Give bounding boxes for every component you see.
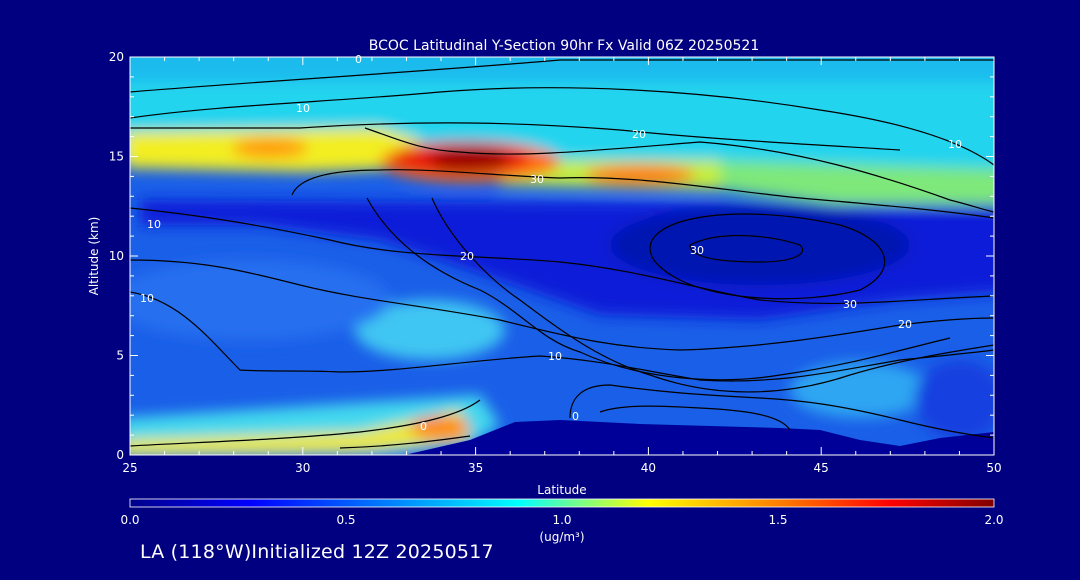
heatmap-field [130, 57, 994, 455]
plot-area [130, 57, 994, 455]
heatmap-low-plume-yellow [130, 410, 470, 455]
x-tick-label: 25 [122, 461, 137, 475]
y-tick-label: 20 [109, 50, 124, 64]
contour-line [130, 291, 994, 382]
contour-line [366, 197, 951, 381]
contour-lines [130, 59, 994, 449]
heatmap-mid-cyan-blob [355, 300, 505, 360]
contour-line [130, 122, 901, 151]
colorbar-ticks: 0.0 0.5 1.0 1.5 2.0 [120, 513, 1003, 527]
colorbar-tick-label: 0.0 [120, 513, 139, 527]
x-tick-label: 40 [641, 461, 656, 475]
x-tick-label: 30 [295, 461, 310, 475]
contour-label-group: 0 10 20 30 20 10 30 10 10 20 30 0 0 10 [140, 53, 962, 433]
colorbar: 0.0 0.5 1.0 1.5 2.0 (ug/m³) [120, 498, 1004, 544]
y-tick-label: 15 [109, 150, 124, 164]
contour-label: 0 [420, 420, 427, 433]
terrain [404, 420, 994, 455]
contour-line [130, 59, 994, 93]
heatmap-mid-blue-band [130, 260, 390, 340]
contour-label: 20 [632, 128, 646, 141]
contour-line [130, 259, 994, 351]
y-tick-label: 10 [109, 249, 124, 263]
contour-label: 30 [690, 244, 704, 257]
y-axis-title: Altitude (km) [87, 217, 101, 296]
x-tick-label: 35 [468, 461, 483, 475]
contour-label: 10 [140, 292, 154, 305]
x-tick-label: 45 [814, 461, 829, 475]
heatmap-darkred-core [430, 148, 510, 172]
colorbar-tick-label: 1.0 [552, 513, 571, 527]
contour-label: 10 [548, 350, 562, 363]
contour-line [431, 197, 994, 393]
contour-label: 20 [898, 318, 912, 331]
contour-line [130, 207, 994, 305]
location-init-label: LA (118°W)Initialized 12Z 20250517 [140, 541, 494, 563]
contour-label: 30 [843, 298, 857, 311]
contour-line [130, 87, 994, 166]
heatmap-green-band-right [700, 160, 994, 217]
contour-line [364, 127, 994, 213]
contour-label: 10 [147, 218, 161, 231]
x-axis-title: Latitude [537, 483, 586, 497]
contour-label: 10 [948, 138, 962, 151]
x-tick-label: 50 [986, 461, 1001, 475]
colorbar-tick-label: 2.0 [984, 513, 1003, 527]
contour-label: 0 [572, 410, 579, 423]
colorbar-gradient [129, 498, 995, 508]
colorbar-tick-label: 1.5 [768, 513, 787, 527]
y-axis: 0 5 10 15 20 [109, 50, 994, 462]
heatmap-orange-right [585, 165, 695, 185]
contour-line [689, 234, 804, 263]
x-axis: 25 30 35 40 45 50 [122, 57, 1002, 475]
y-tick-label: 0 [116, 448, 124, 462]
contour-label: 0 [355, 53, 362, 66]
contour-line [130, 399, 481, 447]
contour-line [339, 435, 471, 449]
heatmap-minimum-core [610, 205, 910, 285]
contour-label: 20 [460, 250, 474, 263]
contour-line [649, 213, 886, 300]
contour-label: 10 [296, 102, 310, 115]
contour-label: 30 [530, 173, 544, 186]
heatmap-orange-left [232, 138, 308, 158]
contour-line [569, 384, 994, 439]
heatmap-lower-right-blue [915, 360, 994, 440]
contour-line [291, 169, 994, 219]
colorbar-tick-label: 0.5 [336, 513, 355, 527]
colorbar-unit-label: (ug/m³) [539, 530, 584, 544]
heatmap-low-plume-orange [410, 416, 470, 440]
chart-title: BCOC Latitudinal Y-Section 90hr Fx Valid… [369, 38, 759, 54]
y-tick-label: 5 [116, 349, 124, 363]
heatmap-lower-right-cyan [790, 362, 930, 418]
contour-line [599, 405, 791, 431]
